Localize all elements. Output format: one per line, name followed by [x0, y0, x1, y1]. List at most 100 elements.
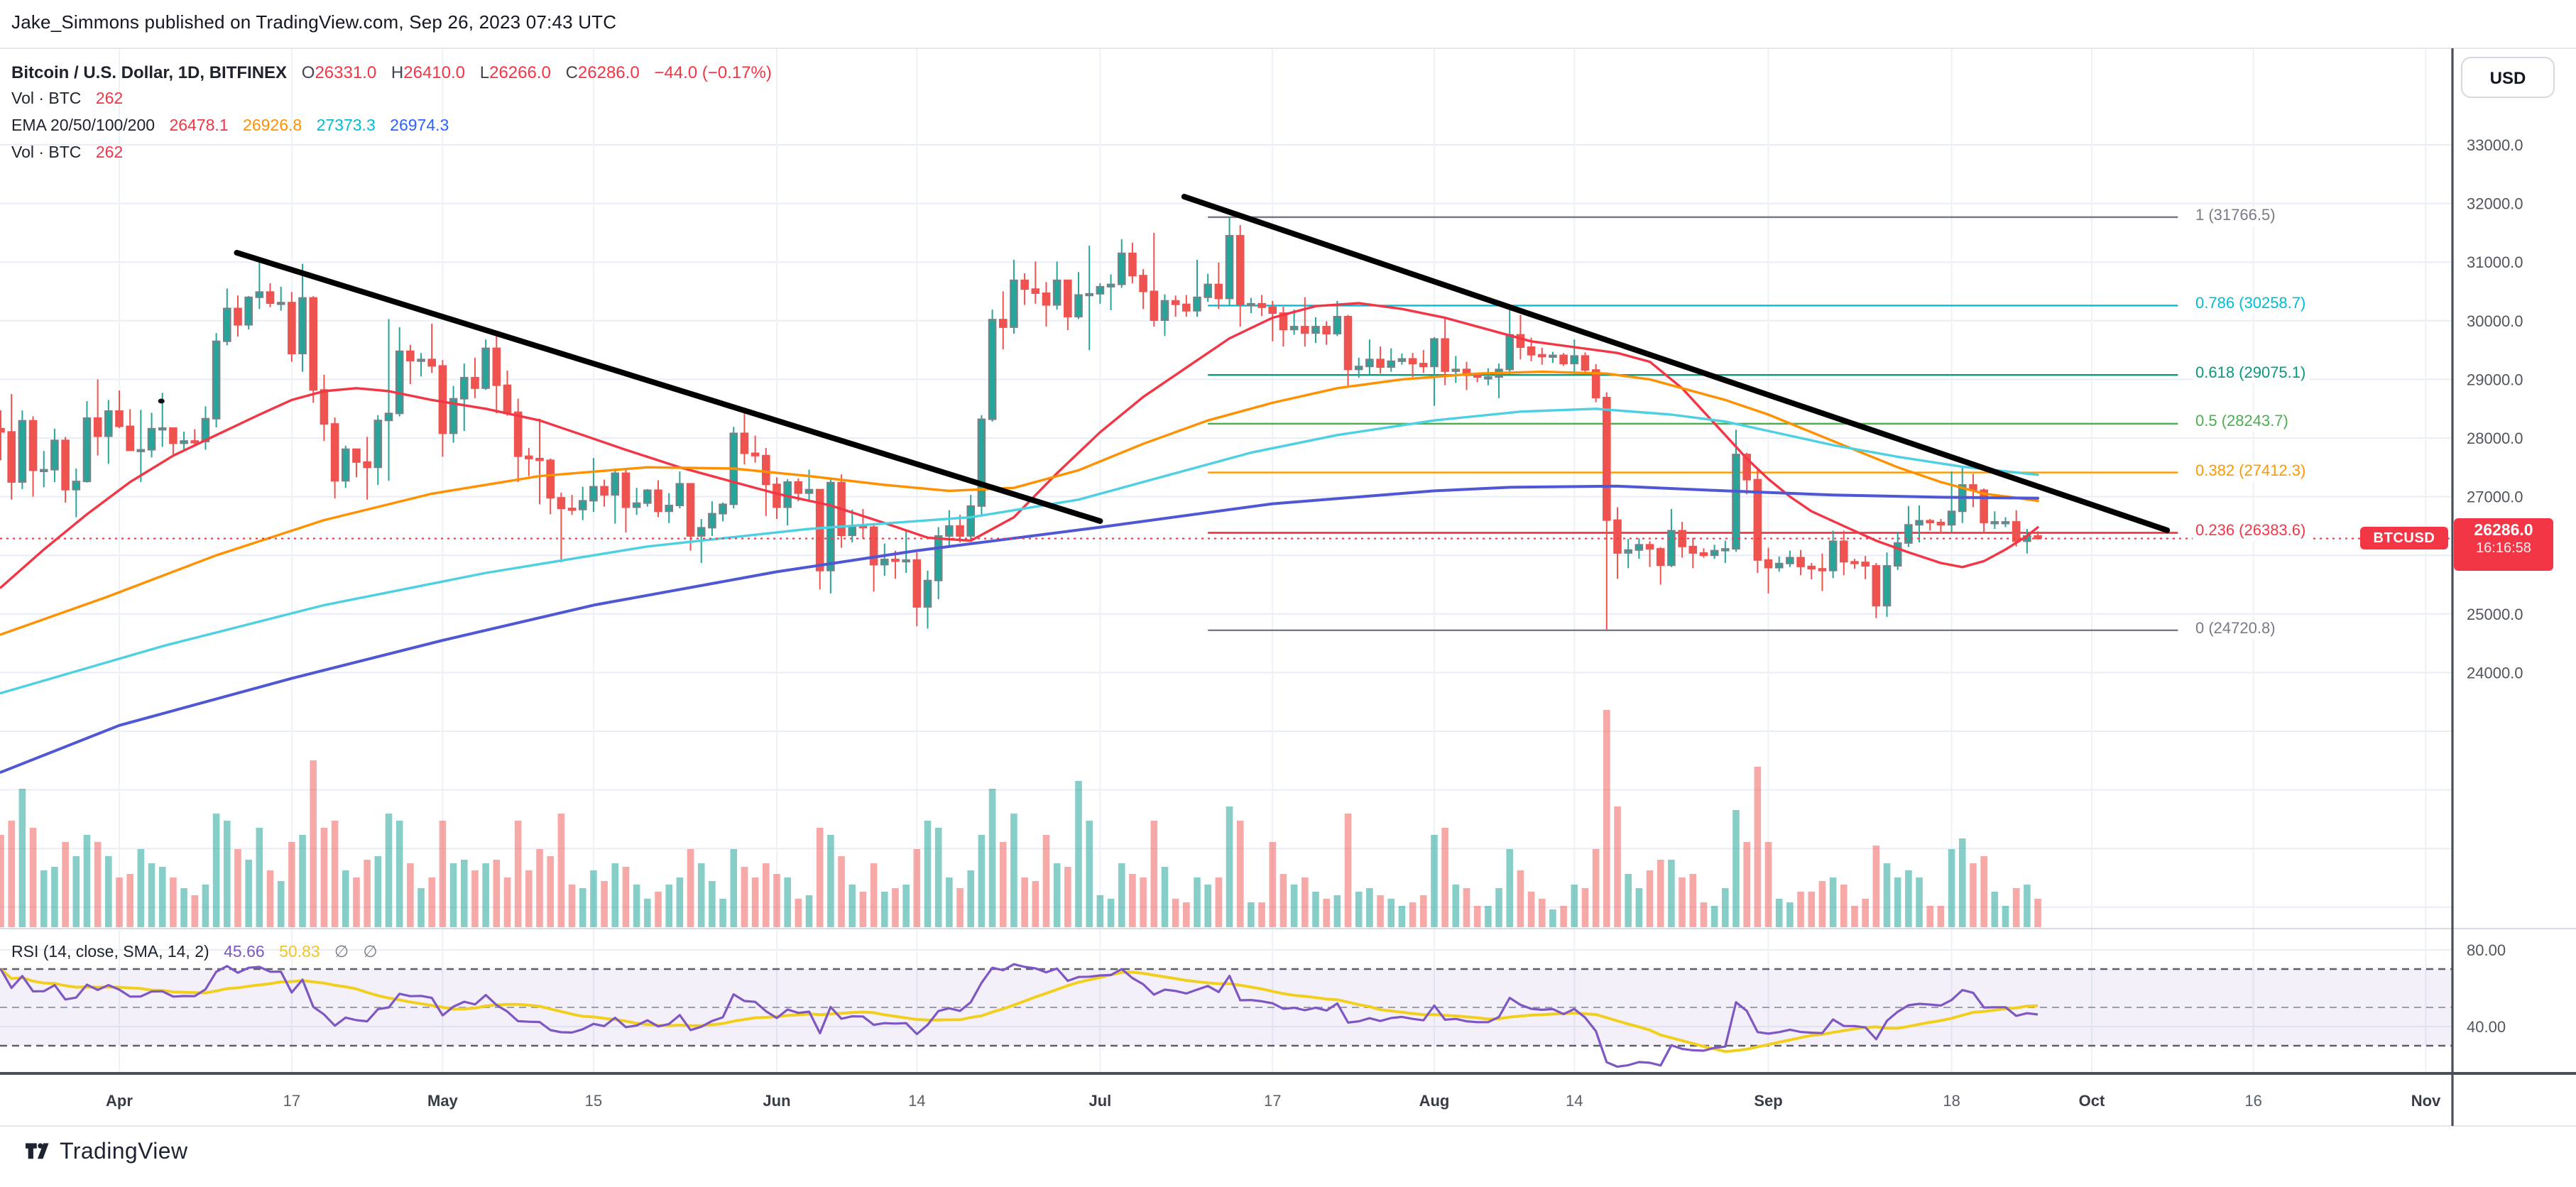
candle-body: [2001, 521, 2010, 525]
candle-body: [449, 398, 458, 434]
time-axis-label: May: [427, 1092, 459, 1110]
price-axis-label: 28000.0: [2467, 430, 2523, 447]
high-value: 26410.0: [403, 62, 466, 82]
volume-bar: [816, 828, 824, 927]
candle-body: [1603, 397, 1611, 521]
rsi-sma-line: [0, 968, 2039, 1054]
open-value: 26331.0: [315, 62, 377, 82]
candle-body: [1710, 549, 1719, 557]
candle-body: [136, 449, 146, 452]
volume-bar: [1290, 885, 1298, 927]
volume-bar: [1323, 899, 1330, 927]
ema-label: EMA 20/50/100/200: [11, 118, 155, 135]
volume-bar: [870, 863, 878, 927]
candle-body: [1387, 360, 1396, 368]
rsi-empty-icon-2: ∅: [363, 944, 378, 961]
rsi-empty-icon-1: ∅: [334, 944, 349, 961]
candle-body: [1699, 552, 1708, 557]
candle-body: [298, 297, 307, 355]
volume-bar: [1419, 895, 1427, 927]
volume-bar: [1786, 902, 1794, 927]
volume-bar: [1398, 906, 1406, 927]
volume-bar: [266, 870, 274, 927]
volume-bar: [320, 828, 328, 927]
volume-label: Vol · BTC: [11, 91, 82, 108]
candle-body: [912, 559, 922, 608]
volume-bar: [1818, 881, 1826, 927]
volume-bar: [439, 821, 447, 927]
volume-value-2: 262: [95, 145, 124, 162]
volume-bar: [848, 885, 856, 927]
legend-volume-row[interactable]: Vol · BTC 262: [11, 87, 772, 114]
candle-body: [104, 410, 113, 437]
volume-bar: [1140, 877, 1147, 927]
volume-bar: [158, 867, 166, 927]
volume-bar: [1625, 874, 1632, 927]
candle-body: [341, 448, 350, 482]
volume-bar: [1872, 846, 1880, 927]
legend-symbol-row[interactable]: Bitcoin / U.S. Dollar, 1D, BITFINEX O263…: [11, 60, 772, 87]
volume-bar: [697, 863, 705, 927]
volume-bar: [1010, 814, 1017, 927]
candle-body: [934, 535, 943, 581]
volume-bar: [493, 860, 501, 927]
volume-bar: [18, 789, 26, 927]
volume-bar: [1862, 899, 1869, 927]
volume-bar: [331, 821, 339, 927]
candle-body: [1667, 530, 1676, 567]
candle-body: [1581, 355, 1590, 371]
volume-bar: [407, 863, 414, 927]
candle-body: [50, 439, 59, 471]
candle-body: [1591, 369, 1600, 399]
candle-body: [1570, 355, 1579, 365]
candle-body: [643, 489, 652, 504]
candle-body: [276, 302, 285, 305]
fib-lines: [1208, 216, 2178, 632]
volume-bar: [687, 849, 694, 927]
currency-toggle-button[interactable]: USD: [2461, 57, 2555, 98]
candle-body: [39, 469, 48, 473]
volume-bar: [1689, 874, 1697, 927]
candle-body: [1160, 300, 1169, 321]
candle-body: [1397, 358, 1407, 362]
candle-body: [535, 457, 544, 461]
volume-bar: [1743, 842, 1750, 927]
volume-bar: [568, 885, 576, 927]
volume-bar: [1571, 885, 1578, 927]
candle-body: [578, 500, 587, 510]
price-axis-label: 25000.0: [2467, 606, 2523, 623]
volume-bar: [633, 885, 640, 927]
tradingview-attribution[interactable]: TradingView: [26, 1140, 188, 1166]
candle-body: [1052, 279, 1061, 306]
candle-body: [1235, 235, 1245, 305]
ema50-value: 26926.8: [243, 118, 302, 135]
volume-bar: [342, 870, 349, 927]
candle-body: [82, 417, 92, 483]
axis-text-layer[interactable]: 33000.0 32000.0 31000.0 30000.0 29000.0 28000…: [106, 136, 2523, 1110]
bar-countdown: 16:16:58: [2476, 541, 2531, 557]
legend-ema-row[interactable]: EMA 20/50/100/200 26478.1 26926.8 27373.…: [11, 114, 772, 141]
candle-body: [1915, 520, 1923, 526]
candle-body: [1117, 252, 1126, 285]
candle-body: [1451, 368, 1461, 372]
candle-body: [902, 559, 910, 563]
price-axis-label: 24000.0: [2467, 664, 2523, 682]
legend-volume-row-2[interactable]: Vol · BTC 262: [11, 141, 772, 168]
volume-bar: [924, 821, 932, 927]
volume-bar: [655, 892, 662, 927]
volume-bar: [1560, 906, 1567, 927]
volume-bar: [1226, 806, 1233, 927]
volume-bar: [1894, 877, 1901, 927]
volume-bar: [1700, 902, 1708, 927]
volume-bar: [1527, 892, 1535, 927]
rsi-legend[interactable]: RSI (14, close, SMA, 14, 2) 45.66 50.83 …: [11, 941, 378, 961]
candle-body: [158, 427, 167, 431]
time-axis-label: Jun: [763, 1092, 790, 1110]
volume-bar: [741, 867, 748, 927]
volume-bar: [1581, 888, 1589, 927]
volume-bar: [1980, 856, 1987, 927]
candle-body: [1279, 312, 1288, 331]
volume-bar: [1840, 885, 1848, 927]
candle-body: [1020, 279, 1029, 290]
